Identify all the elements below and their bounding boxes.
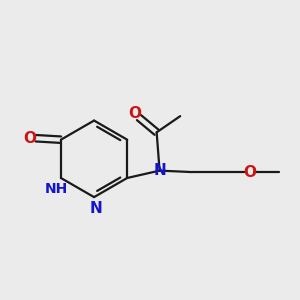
Text: O: O bbox=[23, 131, 37, 146]
Text: O: O bbox=[243, 165, 256, 180]
Text: N: N bbox=[153, 163, 166, 178]
Text: O: O bbox=[128, 106, 141, 121]
Text: NH: NH bbox=[45, 182, 68, 196]
Text: N: N bbox=[89, 201, 102, 216]
